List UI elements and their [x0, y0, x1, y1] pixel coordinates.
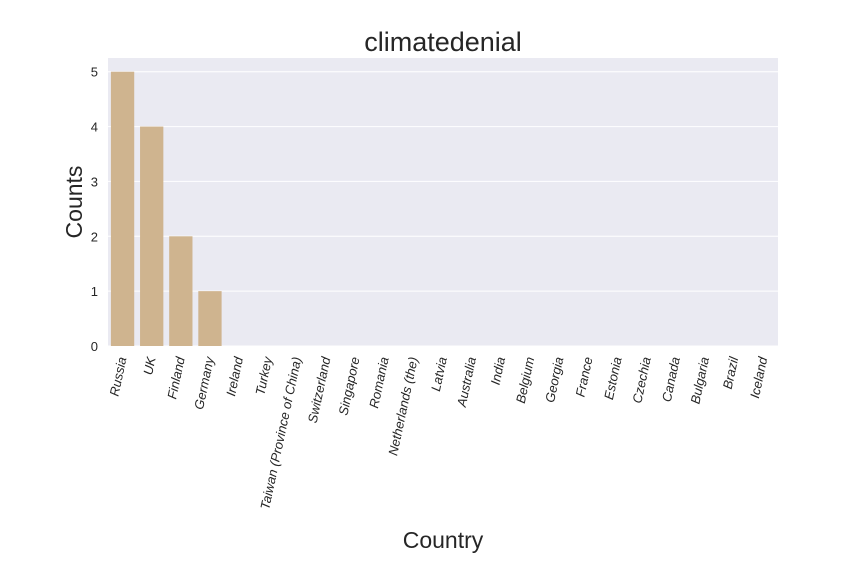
x-tick-label: Switzerland — [305, 355, 334, 425]
x-tick-label: UK — [140, 354, 159, 376]
x-tick-label: Canada — [659, 356, 683, 404]
x-tick-label: France — [573, 356, 596, 399]
bars — [110, 71, 222, 346]
x-tick-label: Georgia — [542, 356, 566, 404]
x-tick-label: Romania — [366, 356, 391, 410]
x-axis-ticks: Russia UK Finland Germany Ireland TurkeyTaiwa… — [107, 354, 771, 511]
y-tick-label: 2 — [91, 229, 98, 244]
x-tick-label: Turkey — [252, 354, 275, 397]
bar-uk — [140, 126, 164, 346]
x-tick-label: Netherlands (the) — [385, 356, 421, 457]
x-tick-label: Ireland — [223, 355, 246, 398]
x-tick-label: Latvia — [428, 356, 450, 393]
y-axis-ticks: 0 1 2 3 4 5 — [91, 65, 98, 354]
y-tick-label: 0 — [91, 339, 98, 354]
x-tick-label: Finland — [164, 355, 188, 401]
x-tick-label: Singapore — [336, 356, 363, 417]
x-tick-label: Belgium — [513, 355, 537, 404]
x-tick-label: Germany — [191, 354, 217, 411]
y-tick-label: 5 — [91, 65, 98, 80]
bar-germany — [198, 291, 222, 346]
x-tick-label: Australia — [454, 356, 479, 410]
x-axis-label: Country — [403, 527, 484, 553]
x-tick-label: Estonia — [601, 356, 625, 402]
x-tick-label: Czechia — [629, 356, 653, 405]
x-tick-label: Brazil — [720, 354, 742, 390]
x-tick-label: India — [488, 356, 509, 387]
x-tick-label: Russia — [107, 356, 130, 398]
y-tick-label: 3 — [91, 174, 98, 189]
x-tick-label: Bulgaria — [688, 356, 713, 406]
y-tick-label: 4 — [91, 120, 98, 135]
x-tick-label: Iceland — [747, 355, 771, 400]
y-tick-label: 1 — [91, 284, 98, 299]
y-axis-label: Counts — [61, 166, 87, 239]
bar-russia — [110, 71, 135, 346]
chart-title: climatedenial — [364, 27, 522, 57]
bar-finland — [169, 236, 193, 346]
